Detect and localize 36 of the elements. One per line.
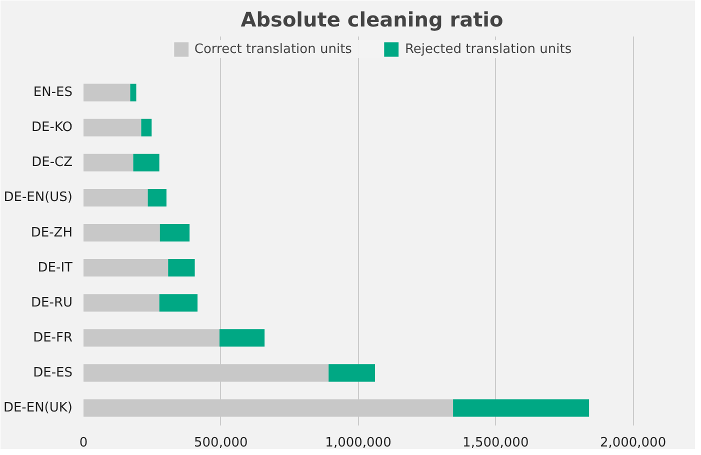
y-tick-label: DE-EN(US) — [4, 190, 72, 206]
bar — [148, 188, 166, 206]
bar — [84, 188, 148, 206]
y-tick-label: DE-FR — [33, 330, 73, 346]
x-tick-label: 2,000,000 — [600, 436, 666, 450]
y-tick-label: DE-CZ — [32, 155, 73, 170]
y-tick-label: DE-IT — [38, 260, 73, 276]
x-tick-label: 1,500,000 — [462, 436, 529, 450]
legend-label: Rejected translation units — [404, 42, 572, 56]
y-tick-label: DE-RU — [31, 295, 73, 310]
y-tick-label: DE-ES — [33, 365, 73, 380]
bar — [141, 118, 152, 136]
y-tick-label: EN-ES — [33, 85, 73, 100]
bar — [84, 118, 142, 136]
x-tick-label: 500,000 — [194, 436, 248, 450]
legend-label: Correct translation units — [194, 42, 352, 56]
bar — [84, 84, 130, 102]
bar — [84, 259, 168, 277]
bar — [84, 224, 160, 242]
x-tick-label: 0 — [79, 436, 88, 450]
chart-title: Absolute cleaning ratio — [240, 8, 504, 32]
x-tick-label: 1,000,000 — [325, 436, 392, 450]
bar — [220, 329, 265, 347]
bar — [84, 154, 134, 172]
bar — [159, 294, 198, 312]
bar — [160, 224, 190, 242]
y-tick-label: DE-EN(UK) — [3, 400, 73, 416]
bar — [168, 259, 195, 277]
bar — [328, 364, 376, 382]
bar — [84, 329, 220, 347]
y-tick-label: DE-KO — [32, 120, 73, 136]
bar — [130, 84, 136, 102]
y-tick-label: DE-ZH — [30, 225, 73, 240]
bar — [133, 154, 160, 172]
bar — [84, 294, 160, 312]
bar — [453, 399, 590, 417]
